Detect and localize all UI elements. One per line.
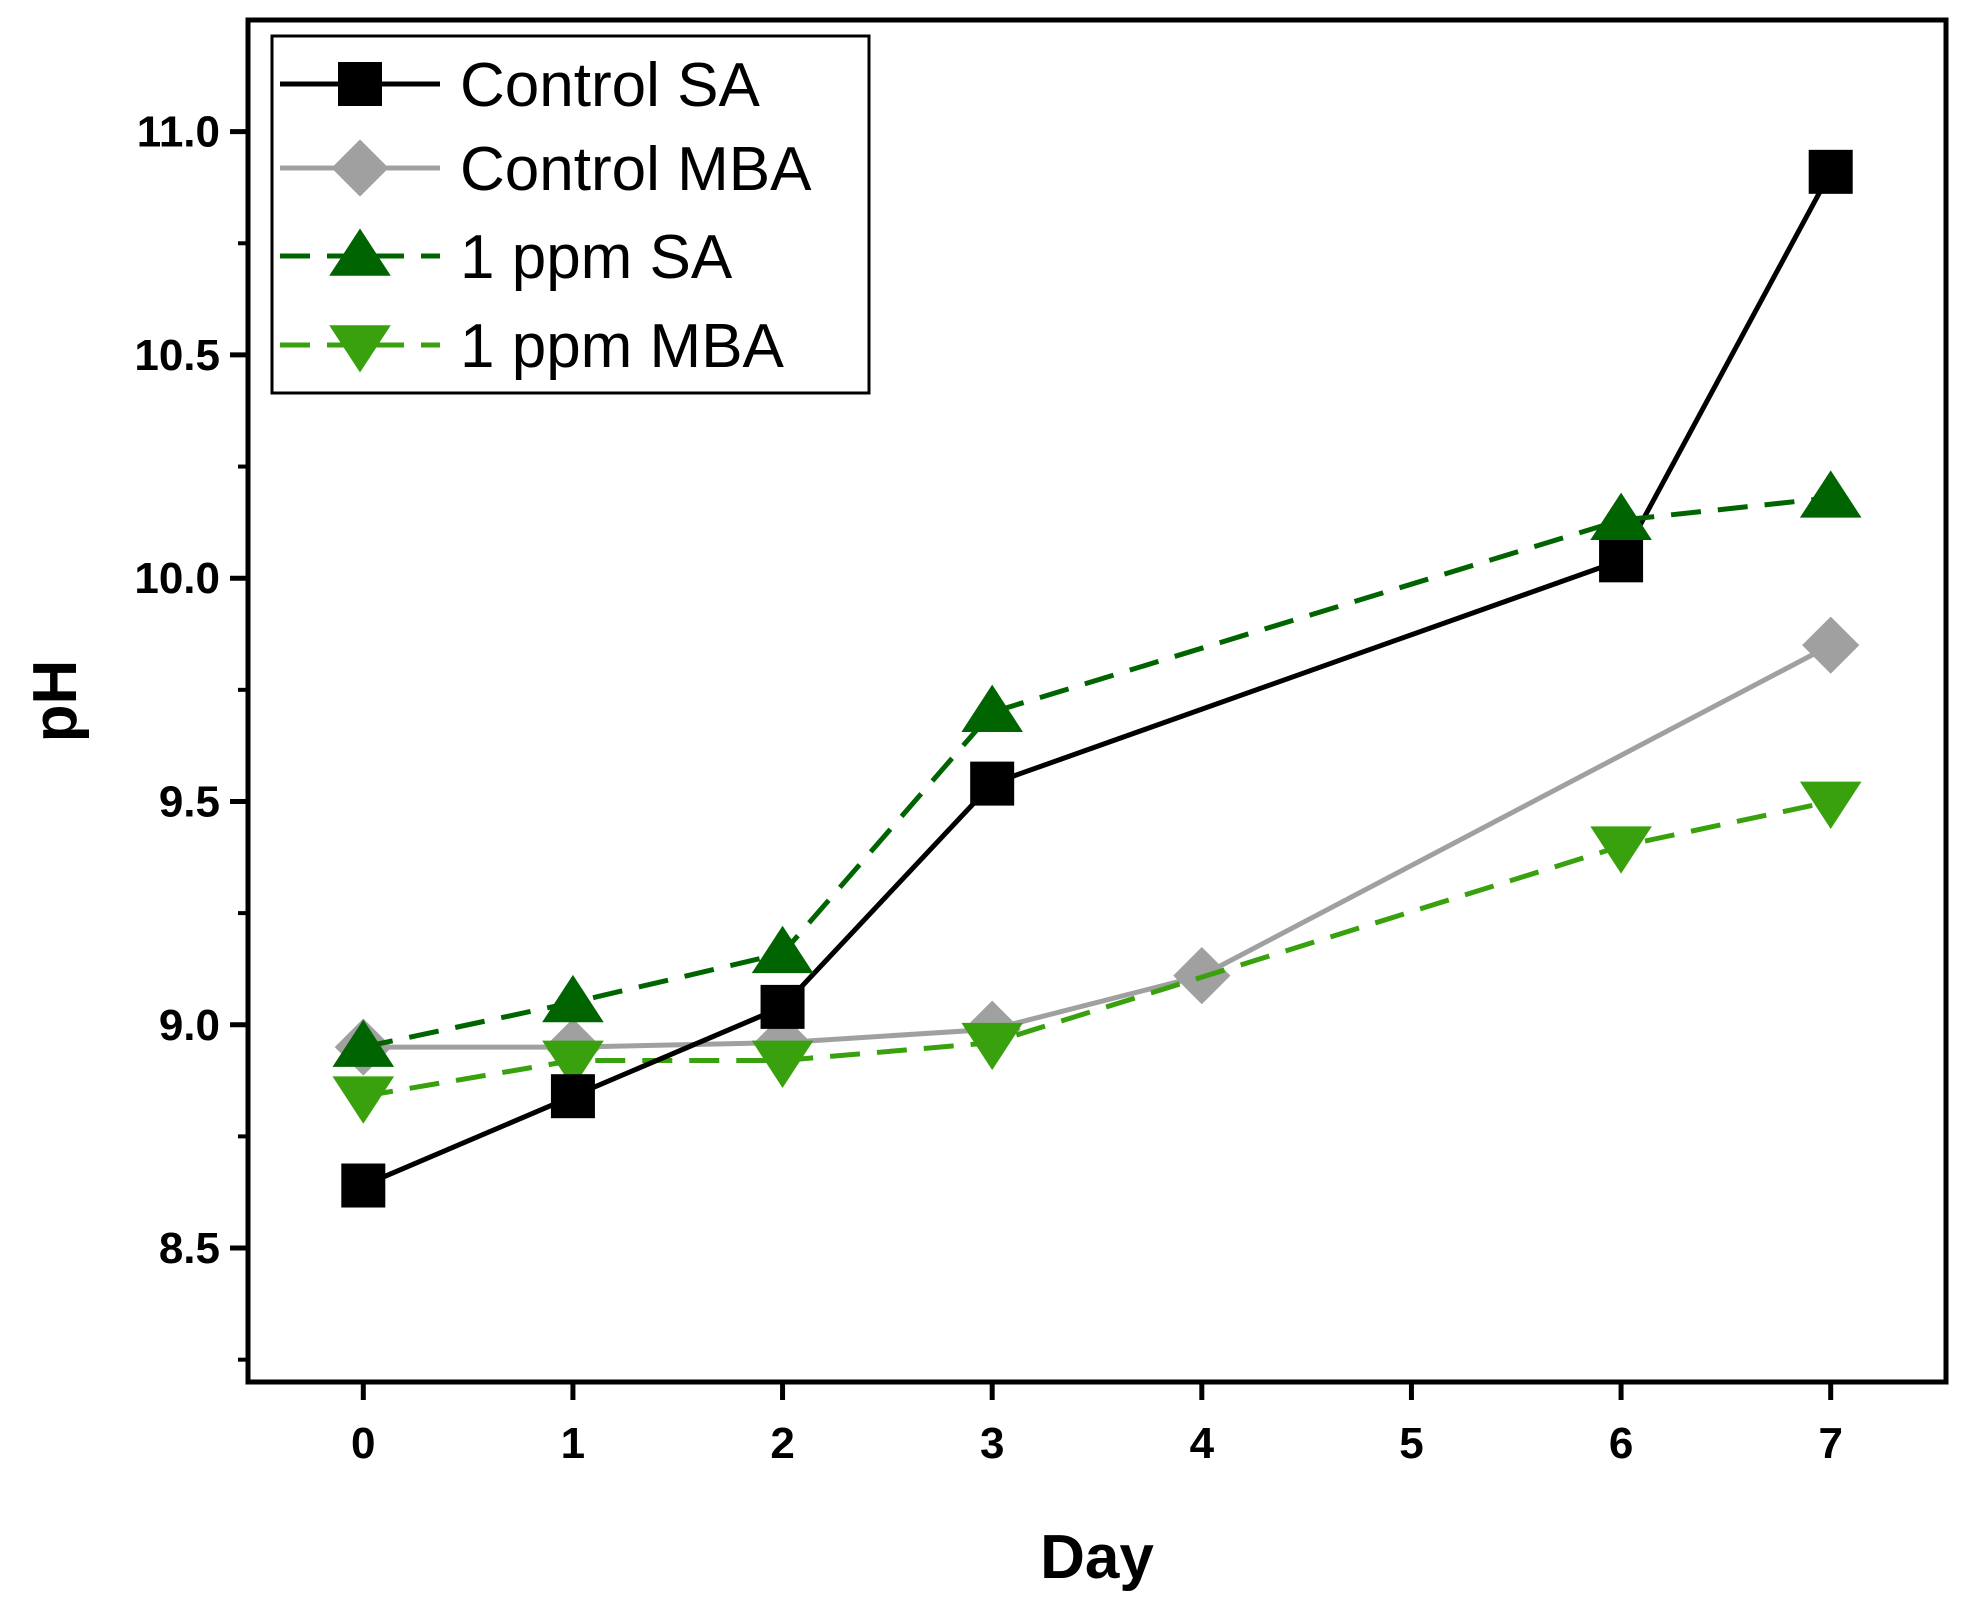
- point-1-ppm-mba-day-2: [751, 1040, 814, 1088]
- point-1-ppm-mba-day-7: [1799, 781, 1862, 829]
- point-control-sa-day-0: [341, 1163, 386, 1208]
- y-tick-label-11-0: 11.0: [137, 108, 220, 157]
- x-tick-label-2: 2: [770, 1419, 794, 1468]
- y-axis-title: pH: [21, 660, 90, 743]
- x-axis-title: Day: [1040, 1523, 1154, 1592]
- legend: Control SA Control MBA 1 ppm SA 1 ppm MBA: [270, 34, 871, 395]
- legend-entry-control-sa: Control SA: [280, 51, 760, 120]
- series-control-sa: [341, 149, 1853, 1208]
- legend-label-control-sa: Control SA: [460, 51, 760, 120]
- point-control-mba-day-7: [1802, 616, 1860, 674]
- point-control-sa-day-7: [1808, 149, 1853, 194]
- y-tick-label-10-5: 10.5: [134, 331, 220, 380]
- point-1-ppm-sa-day-1: [542, 974, 604, 1023]
- series-line-1-ppm-sa: [362, 495, 1831, 1050]
- y-tick-label-8-5: 8.5: [159, 1224, 220, 1273]
- point-1-ppm-sa-day-0: [332, 1019, 395, 1067]
- legend-marker-1-ppm-sa: [329, 228, 391, 276]
- series-1-ppm-sa: [332, 470, 1862, 1067]
- point-control-sa-day-1: [550, 1074, 595, 1119]
- x-tick-label-0: 0: [351, 1419, 375, 1468]
- legend-label-1-ppm-mba: 1 ppm MBA: [460, 312, 785, 381]
- series-line-control-mba: [363, 642, 1832, 1050]
- series-line-1-ppm-mba: [362, 799, 1832, 1099]
- x-axis: 0 1 2 3 4 5 6 7: [351, 1382, 1843, 1468]
- x-tick-label-5: 5: [1399, 1419, 1423, 1468]
- point-control-sa-day-3: [970, 761, 1015, 806]
- legend-label-control-mba: Control MBA: [460, 135, 812, 204]
- legend-entry-1-ppm-mba: 1 ppm MBA: [280, 312, 785, 381]
- y-tick-label-10-0: 10.0: [134, 554, 220, 603]
- point-control-sa-day-6: [1599, 538, 1644, 583]
- point-1-ppm-mba-day-3: [961, 1022, 1023, 1071]
- y-axis: 8.5 9.0 9.5 10.0 10.5 11.0: [134, 108, 248, 1362]
- x-tick-label-7: 7: [1818, 1419, 1842, 1468]
- x-tick-label-3: 3: [980, 1419, 1004, 1468]
- y-tick-label-9-5: 9.5: [159, 777, 220, 826]
- point-1-ppm-mba-day-1: [542, 1040, 604, 1088]
- point-1-ppm-sa-day-3: [961, 684, 1023, 732]
- legend-entry-1-ppm-sa: 1 ppm SA: [280, 223, 733, 292]
- point-1-ppm-mba-day-6: [1590, 826, 1652, 874]
- legend-marker-1-ppm-mba: [329, 325, 391, 373]
- legend-entry-control-mba: Control MBA: [280, 135, 812, 204]
- point-1-ppm-sa-day-6: [1590, 492, 1652, 540]
- series-line-control-sa: [362, 170, 1833, 1188]
- point-1-ppm-sa-day-7: [1799, 470, 1862, 518]
- series-1-ppm-mba: [332, 781, 1862, 1124]
- x-tick-label-1: 1: [561, 1419, 585, 1468]
- legend-label-1-ppm-sa: 1 ppm SA: [460, 223, 733, 292]
- legend-marker-control-mba: [331, 139, 389, 197]
- point-control-sa-day-2: [760, 984, 805, 1029]
- x-tick-label-4: 4: [1190, 1419, 1215, 1468]
- point-1-ppm-sa-day-2: [751, 925, 814, 974]
- plot-frame: [245, 17, 1949, 1385]
- x-tick-label-6: 6: [1609, 1419, 1633, 1468]
- y-tick-label-9-0: 9.0: [159, 1001, 220, 1050]
- legend-marker-control-sa: [338, 62, 382, 106]
- point-1-ppm-mba-day-0: [332, 1076, 395, 1124]
- series-layer: [332, 149, 1862, 1208]
